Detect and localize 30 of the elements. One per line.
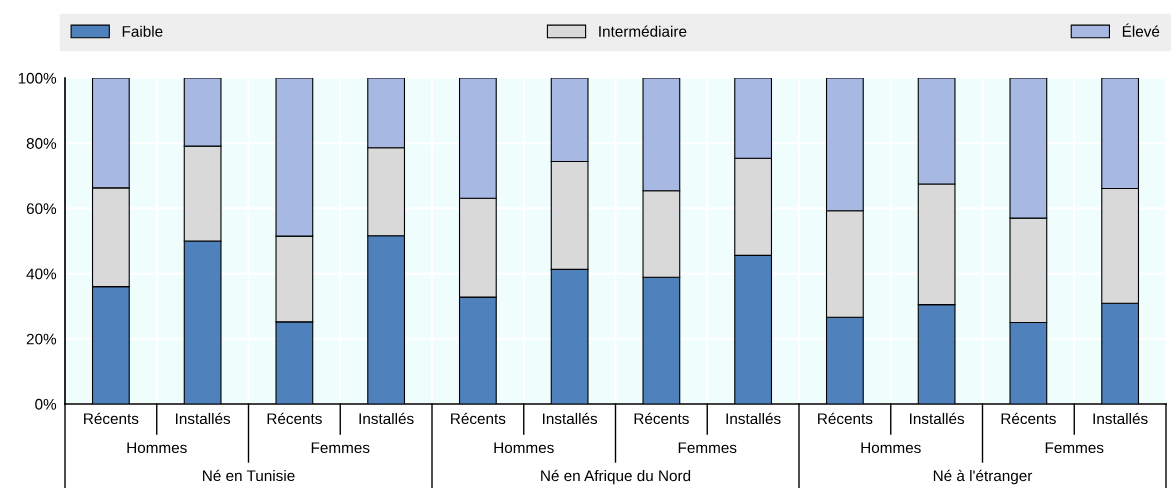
x-tick-label: Installés (726, 412, 781, 425)
y-tick-label: 100% (18, 72, 57, 84)
x-tick-label: Récents (451, 412, 506, 425)
legend-label: Intermédiaire (599, 25, 687, 37)
x-tick-label: Installés (176, 412, 231, 425)
x-tick-label: Installés (543, 412, 598, 425)
text: Né en Tunisie (203, 469, 295, 482)
y-tick-label: 20% (26, 333, 57, 345)
x-tick-label: Installés (910, 412, 965, 425)
x-tick-label: Récents (84, 412, 139, 425)
x-tick-label: Installés (1093, 412, 1148, 425)
text: Hommes (127, 442, 187, 454)
legend-label: Faible (122, 25, 163, 37)
text: Né à l'étranger (933, 469, 1033, 485)
legend-label: Élevé (1122, 23, 1160, 37)
text: Femmes (1045, 442, 1104, 454)
y-tick-label: 60% (26, 203, 57, 215)
x-tick-label: Récents (818, 412, 873, 425)
text: Femmes (311, 442, 370, 454)
y-tick-label: 40% (26, 268, 57, 280)
x-tick-label: Récents (634, 412, 689, 425)
text: Femmes (678, 442, 737, 454)
y-tick-label: 0% (35, 398, 57, 410)
y-tick-label: 80% (26, 138, 57, 149)
text: Hommes (861, 442, 921, 454)
text: Né en Afrique du Nord (541, 469, 691, 485)
x-tick-label: Récents (267, 412, 322, 425)
text: Hommes (494, 442, 554, 454)
x-tick-label: Récents (1001, 412, 1056, 425)
x-tick-label: Installés (359, 412, 414, 425)
